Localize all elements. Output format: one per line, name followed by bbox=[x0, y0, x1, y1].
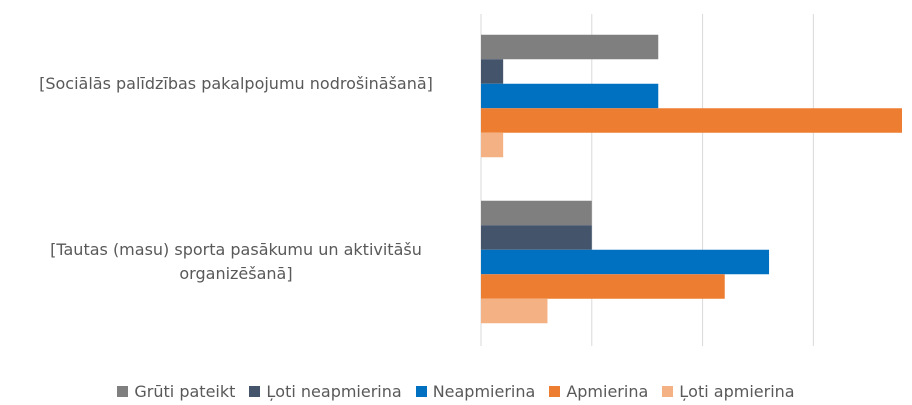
bar bbox=[481, 59, 504, 84]
legend-label: Grūti pateikt bbox=[134, 382, 236, 401]
legend-swatch bbox=[249, 386, 261, 397]
bar bbox=[481, 34, 659, 60]
legend-swatch bbox=[415, 386, 427, 397]
bar bbox=[481, 249, 770, 275]
chart bbox=[480, 14, 902, 346]
legend-label: Neapmierina bbox=[432, 382, 536, 401]
legend-label: Ļoti apmierina bbox=[679, 382, 795, 401]
bar bbox=[481, 274, 725, 299]
legend-item: Ļoti apmierina bbox=[662, 382, 795, 401]
bar bbox=[481, 132, 504, 158]
bar bbox=[481, 108, 902, 133]
legend: Grūti pateikt Ļoti neapmierina Neapmierina… bbox=[0, 382, 912, 401]
bar bbox=[481, 225, 592, 250]
bar bbox=[481, 200, 592, 226]
legend-item: Grūti pateikt bbox=[117, 382, 235, 401]
category-label: [Tautas (masu) sporta pasākumu un aktivi… bbox=[50, 240, 422, 283]
legend-swatch bbox=[662, 386, 674, 397]
bar bbox=[481, 298, 548, 324]
legend-swatch bbox=[117, 386, 129, 397]
legend-item: Neapmierina bbox=[415, 382, 536, 401]
bar bbox=[481, 83, 659, 109]
legend-label: Ļoti neapmierina bbox=[266, 382, 402, 401]
legend-item: Ļoti neapmierina bbox=[249, 382, 402, 401]
category-label: [Sociālās palīdzības pakalpojumu nodroši… bbox=[39, 74, 433, 93]
legend-swatch bbox=[549, 386, 561, 397]
legend-item: Apmierina bbox=[549, 382, 648, 401]
legend-label: Apmierina bbox=[566, 382, 649, 401]
